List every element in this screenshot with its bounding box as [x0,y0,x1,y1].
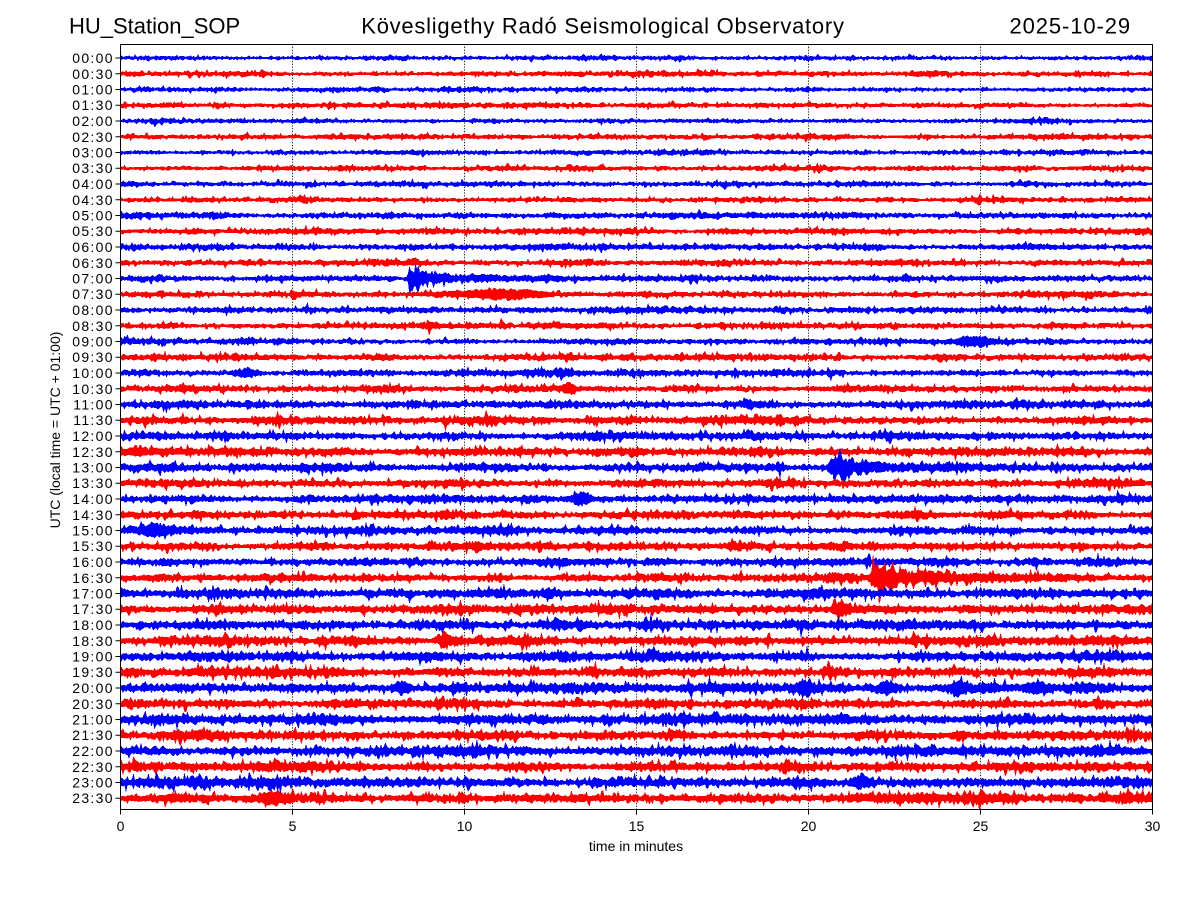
svg-text:15: 15 [629,818,645,834]
svg-text:10: 10 [457,818,473,834]
svg-text:09:30: 09:30 [72,349,114,365]
svg-text:11:30: 11:30 [73,412,114,428]
svg-text:01:00: 01:00 [72,82,114,98]
svg-text:13:00: 13:00 [72,460,114,476]
svg-text:UTC (local time = UTC + 01:00): UTC (local time = UTC + 01:00) [47,332,63,529]
svg-text:06:30: 06:30 [72,255,114,271]
svg-text:2025-10-29: 2025-10-29 [1009,14,1131,39]
svg-text:04:00: 04:00 [72,176,114,192]
svg-text:07:00: 07:00 [72,271,114,287]
svg-text:01:30: 01:30 [72,97,114,113]
svg-text:08:30: 08:30 [72,318,114,334]
svg-text:03:00: 03:00 [72,145,114,161]
svg-text:19:00: 19:00 [72,649,114,665]
svg-text:Kövesligethy Radó Seismologica: Kövesligethy Radó Seismological Observat… [361,14,844,39]
svg-text:05:30: 05:30 [72,223,114,239]
svg-text:5: 5 [289,818,297,834]
svg-text:00:00: 00:00 [72,50,114,66]
svg-text:14:30: 14:30 [72,507,114,523]
svg-text:12:30: 12:30 [72,444,114,460]
svg-text:10:30: 10:30 [72,381,114,397]
svg-text:17:00: 17:00 [72,586,114,602]
svg-text:0: 0 [117,818,125,834]
svg-text:15:00: 15:00 [72,523,114,539]
svg-text:12:00: 12:00 [72,428,114,444]
svg-text:30: 30 [1145,818,1161,834]
svg-text:09:00: 09:00 [72,334,114,350]
svg-text:16:00: 16:00 [72,554,114,570]
svg-text:21:00: 21:00 [72,712,114,728]
svg-text:02:30: 02:30 [72,129,114,145]
svg-text:04:30: 04:30 [72,192,114,208]
svg-text:20:30: 20:30 [72,696,114,712]
svg-text:05:00: 05:00 [72,208,114,224]
svg-text:HU_Station_SOP: HU_Station_SOP [69,14,240,39]
svg-text:13:30: 13:30 [72,475,114,491]
svg-text:03:30: 03:30 [72,160,114,176]
svg-text:06:00: 06:00 [72,239,114,255]
svg-text:14:00: 14:00 [72,491,114,507]
svg-text:23:00: 23:00 [72,775,114,791]
svg-text:02:00: 02:00 [72,113,114,129]
svg-text:21:30: 21:30 [72,727,114,743]
svg-text:15:30: 15:30 [72,538,114,554]
svg-text:00:30: 00:30 [72,66,114,82]
svg-text:22:30: 22:30 [72,759,114,775]
svg-text:23:30: 23:30 [72,790,114,806]
svg-text:22:00: 22:00 [72,743,114,759]
svg-text:time in minutes: time in minutes [589,838,683,854]
svg-text:07:30: 07:30 [72,286,114,302]
svg-text:18:30: 18:30 [72,633,114,649]
svg-text:10:00: 10:00 [72,365,114,381]
svg-text:16:30: 16:30 [72,570,114,586]
svg-text:08:00: 08:00 [72,302,114,318]
svg-text:17:30: 17:30 [72,601,114,617]
svg-text:11:00: 11:00 [73,397,114,413]
svg-text:25: 25 [973,818,989,834]
svg-text:18:00: 18:00 [72,617,114,633]
svg-text:20:00: 20:00 [72,680,114,696]
svg-text:20: 20 [801,818,817,834]
svg-text:19:30: 19:30 [72,664,114,680]
